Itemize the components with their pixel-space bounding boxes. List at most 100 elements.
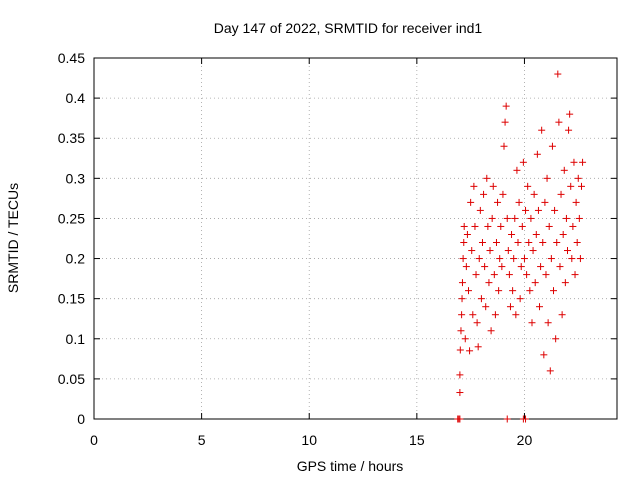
data-point [511, 214, 519, 222]
data-point [546, 367, 554, 375]
data-point [573, 239, 581, 247]
data-point [460, 239, 468, 247]
data-point [567, 182, 575, 190]
data-point [510, 255, 518, 263]
data-point [551, 206, 559, 214]
data-point [556, 263, 564, 271]
data-point [574, 174, 582, 182]
data-point [458, 295, 466, 303]
data-point [527, 214, 535, 222]
data-point [476, 206, 484, 214]
y-tick-label: 0.3 [66, 170, 86, 186]
data-point [522, 415, 530, 423]
data-point [490, 271, 498, 279]
data-point [577, 182, 585, 190]
x-tick-label: 5 [198, 432, 206, 448]
data-point [489, 182, 497, 190]
data-point [547, 255, 555, 263]
data-point [456, 415, 464, 423]
data-point [464, 287, 472, 295]
data-point [509, 287, 517, 295]
data-point [530, 190, 538, 198]
data-point [545, 222, 553, 230]
data-point [543, 174, 551, 182]
data-point [541, 198, 549, 206]
data-point [503, 415, 511, 423]
data-point [482, 303, 490, 311]
data-point [516, 295, 524, 303]
x-tick-label: 20 [517, 432, 533, 448]
x-tick-label: 15 [409, 432, 425, 448]
data-points [454, 70, 587, 423]
data-point [544, 319, 552, 327]
plot-frame [93, 57, 618, 420]
y-tick-label: 0.2 [66, 251, 86, 267]
data-point [563, 247, 571, 255]
data-point [502, 102, 510, 110]
data-point [497, 222, 505, 230]
data-point [459, 255, 467, 263]
data-point [496, 255, 504, 263]
y-tick-label: 0.4 [66, 90, 86, 106]
data-point [525, 239, 533, 247]
data-point [471, 222, 479, 230]
data-point [457, 327, 465, 335]
y-tick-label: 0.25 [58, 210, 85, 226]
data-point [532, 230, 540, 238]
data-point [503, 214, 511, 222]
data-point [475, 255, 483, 263]
data-point [461, 335, 469, 343]
data-point [540, 351, 548, 359]
data-point [466, 347, 474, 355]
data-point [561, 279, 569, 287]
data-point [528, 319, 536, 327]
data-point [498, 263, 506, 271]
y-tick-label: 0 [77, 411, 85, 427]
data-point [524, 182, 532, 190]
data-point [534, 206, 542, 214]
data-point [515, 198, 523, 206]
data-point [572, 198, 580, 206]
data-point [579, 158, 587, 166]
data-point [456, 371, 464, 379]
data-point [539, 239, 547, 247]
data-point [519, 158, 527, 166]
data-point [575, 214, 583, 222]
data-point [514, 239, 522, 247]
data-point [548, 142, 556, 150]
data-point [473, 319, 481, 327]
data-point [522, 206, 530, 214]
data-point [504, 247, 512, 255]
data-point [480, 190, 488, 198]
data-point [531, 279, 539, 287]
x-tick-label: 0 [90, 432, 98, 448]
data-point [456, 346, 464, 354]
data-point [470, 182, 478, 190]
data-point [492, 239, 500, 247]
data-point [500, 142, 508, 150]
data-point [458, 279, 466, 287]
data-point [553, 239, 561, 247]
data-point [486, 247, 494, 255]
data-point [477, 295, 485, 303]
data-point [491, 311, 499, 319]
data-point [559, 230, 567, 238]
data-point [571, 271, 579, 279]
data-point [508, 230, 516, 238]
data-point [481, 263, 489, 271]
data-point [506, 303, 514, 311]
chart-title: Day 147 of 2022, SRMTID for receiver ind… [214, 20, 483, 36]
data-point [501, 118, 509, 126]
data-point [523, 271, 531, 279]
data-point [552, 335, 560, 343]
data-point [483, 174, 491, 182]
data-point [463, 230, 471, 238]
data-point [474, 343, 482, 351]
y-tick-label: 0.05 [58, 371, 85, 387]
data-point [560, 166, 568, 174]
data-point [456, 389, 464, 397]
data-point [505, 271, 513, 279]
data-point [484, 222, 492, 230]
y-tick-label: 0.1 [66, 331, 86, 347]
